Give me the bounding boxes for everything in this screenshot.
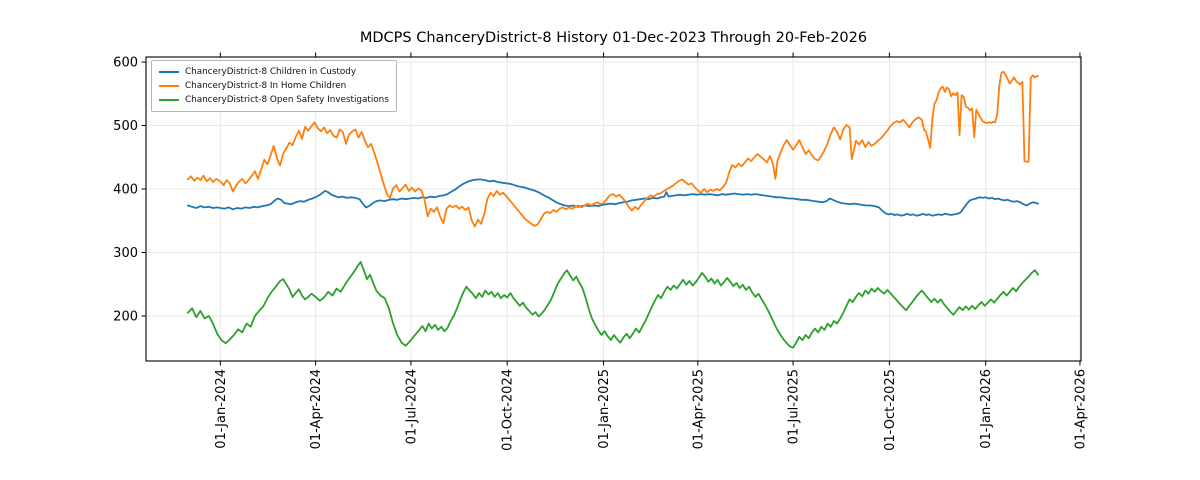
x-tick-label: 01-Apr-2026 — [1073, 369, 1088, 449]
legend-item: ChanceryDistrict-8 Open Safety Investiga… — [159, 93, 389, 107]
series-line-2 — [186, 261, 1039, 349]
legend-item: ChanceryDistrict-8 Children in Custody — [159, 65, 389, 79]
y-tick-label: 300 — [113, 246, 138, 261]
legend-swatch — [159, 84, 179, 88]
x-tick-label: 01-Oct-2025 — [883, 369, 898, 451]
y-tick-label: 400 — [113, 183, 138, 198]
series-line-0 — [186, 178, 1039, 217]
chart-title: MDCPS ChanceryDistrict-8 History 01-Dec-… — [359, 30, 868, 46]
legend-swatch — [159, 98, 179, 102]
y-tick-label: 600 — [113, 56, 138, 71]
x-tick-label: 01-Jan-2026 — [979, 369, 994, 449]
series-line-1 — [186, 70, 1039, 228]
legend-swatch — [159, 70, 179, 74]
x-tick-label: 01-Jan-2025 — [597, 369, 612, 449]
legend-label: ChanceryDistrict-8 Open Safety Investiga… — [185, 95, 389, 105]
x-tick-label: 01-Jul-2025 — [787, 369, 802, 444]
x-tick-label: 01-Oct-2024 — [501, 369, 516, 451]
x-tick-label: 01-Apr-2025 — [691, 369, 706, 449]
x-tick-label: 01-Jan-2024 — [214, 369, 229, 449]
legend-label: ChanceryDistrict-8 In Home Children — [185, 81, 347, 91]
plot-border — [145, 56, 1082, 362]
legend-label: ChanceryDistrict-8 Children in Custody — [185, 67, 357, 77]
x-tick-label: 01-Apr-2024 — [309, 369, 324, 449]
legend-item: ChanceryDistrict-8 In Home Children — [159, 79, 389, 93]
y-tick-label: 200 — [113, 309, 138, 324]
x-tick-label: 01-Jul-2024 — [404, 369, 419, 444]
y-tick-label: 500 — [113, 119, 138, 134]
legend: ChanceryDistrict-8 Children in Custody Ch… — [151, 60, 397, 112]
